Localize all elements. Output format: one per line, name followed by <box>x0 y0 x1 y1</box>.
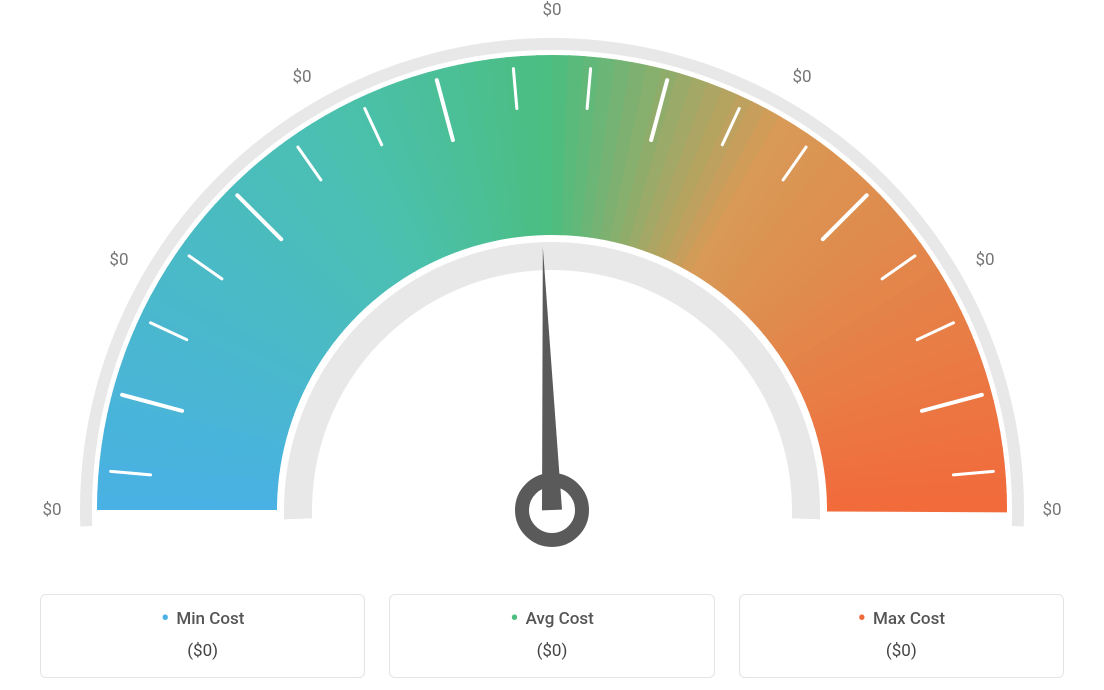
legend-card-avg: Avg Cost ($0) <box>389 594 714 678</box>
legend-row: Min Cost ($0) Avg Cost ($0) Max Cost ($0… <box>40 594 1064 678</box>
legend-max-label: Max Cost <box>752 609 1051 629</box>
gauge-tick-label: $0 <box>975 250 994 270</box>
legend-card-max: Max Cost ($0) <box>739 594 1064 678</box>
legend-card-min: Min Cost ($0) <box>40 594 365 678</box>
legend-avg-label: Avg Cost <box>402 609 701 629</box>
gauge-tick-label: $0 <box>109 250 128 270</box>
gauge-tick-label: $0 <box>792 67 811 87</box>
gauge-tick-label: $0 <box>42 500 61 520</box>
legend-max-value: ($0) <box>752 641 1051 661</box>
gauge-tick-label: $0 <box>1042 500 1061 520</box>
legend-avg-value: ($0) <box>402 641 701 661</box>
gauge-tick-label: $0 <box>292 67 311 87</box>
legend-min-value: ($0) <box>53 641 352 661</box>
cost-gauge-container: $0 $0 $0 $0 $0 $0 $0 Min Cost ($0) Avg Cost ($… <box>0 0 1104 690</box>
legend-min-label: Min Cost <box>53 609 352 629</box>
gauge-tick-label: $0 <box>542 0 561 20</box>
gauge-chart: $0 $0 $0 $0 $0 $0 $0 <box>0 0 1104 560</box>
